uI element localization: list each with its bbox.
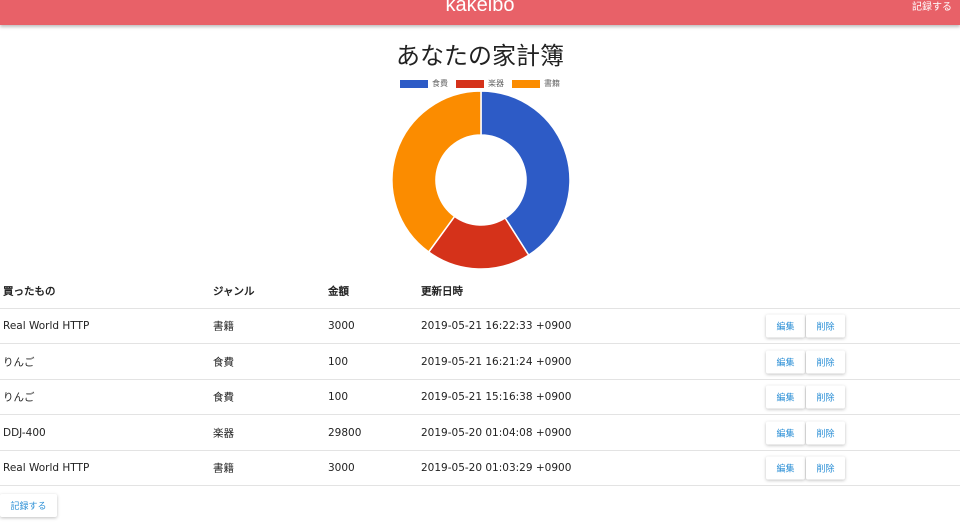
legend-swatch — [400, 79, 428, 88]
legend-item[interactable]: 書籍 — [512, 78, 560, 89]
item-cell: DDJ-400 — [3, 426, 46, 439]
delete-button[interactable]: 削除 — [806, 350, 845, 373]
donut-chart — [391, 90, 571, 270]
item-cell: Real World HTTP — [3, 320, 90, 332]
legend-label: 書籍 — [544, 79, 560, 88]
amount-cell: 3000 — [328, 462, 355, 474]
item-cell: Real World HTTP — [3, 462, 90, 474]
updated-cell: 2019-05-21 16:22:33 +0900 — [421, 320, 572, 332]
updated-cell: 2019-05-20 01:03:29 +0900 — [421, 462, 572, 474]
amount-cell: 100 — [328, 355, 349, 368]
page-title: あなたの家計簿 — [396, 42, 564, 70]
updated-cell: 2019-05-21 15:16:38 +0900 — [421, 391, 572, 403]
header-updated: 更新日時 — [421, 285, 463, 298]
table-header-row: 買ったもの ジャンル 金額 更新日時 — [0, 274, 960, 309]
delete-button[interactable]: 削除 — [806, 385, 845, 409]
updated-cell: 2019-05-20 01:04:08 +0900 — [421, 426, 572, 439]
edit-button[interactable]: 編集 — [766, 456, 805, 480]
legend-item[interactable]: 楽器 — [456, 78, 504, 89]
brand-logo[interactable]: kakeibo — [445, 0, 515, 16]
legend-swatch — [456, 79, 484, 88]
genre-cell: 書籍 — [213, 462, 234, 475]
edit-button[interactable]: 編集 — [766, 421, 805, 444]
legend-label: 食費 — [432, 79, 448, 88]
amount-cell: 3000 — [328, 320, 355, 332]
edit-button[interactable]: 編集 — [766, 385, 805, 409]
delete-button[interactable]: 削除 — [806, 314, 845, 338]
header-record-button[interactable]: 記録する — [912, 2, 952, 13]
donut-slice-食費[interactable] — [480, 90, 571, 257]
record-button[interactable]: 記録する — [0, 494, 57, 517]
delete-button[interactable]: 削除 — [806, 421, 845, 444]
item-cell: りんご — [3, 356, 35, 368]
table-row: Real World HTTP 書籍 3000 2019-05-21 16:22… — [0, 309, 960, 344]
table-row: りんご 食費 100 2019-05-21 16:21:24 +0900 編集 … — [0, 345, 960, 380]
delete-button[interactable]: 削除 — [806, 456, 845, 480]
genre-cell: 食費 — [213, 391, 234, 404]
amount-cell: 100 — [328, 391, 349, 403]
header-genre: ジャンル — [213, 285, 255, 298]
header-item: 買ったもの — [3, 285, 56, 298]
amount-cell: 29800 — [328, 426, 362, 439]
legend-item[interactable]: 食費 — [400, 78, 448, 89]
genre-cell: 書籍 — [213, 320, 234, 333]
table-row: Real World HTTP 書籍 3000 2019-05-20 01:03… — [0, 451, 960, 486]
updated-cell: 2019-05-21 16:21:24 +0900 — [421, 355, 572, 368]
item-cell: りんご — [3, 391, 35, 404]
legend-label: 楽器 — [488, 79, 504, 88]
edit-button[interactable]: 編集 — [766, 350, 805, 373]
chart-legend: 食費 楽器 書籍 — [0, 78, 960, 89]
genre-cell: 楽器 — [213, 427, 234, 439]
donut-slice-書籍[interactable] — [391, 90, 482, 254]
app-header: kakeibo 記録する — [0, 0, 960, 25]
table-row: DDJ-400 楽器 29800 2019-05-20 01:04:08 +09… — [0, 416, 960, 451]
table-row: りんご 食費 100 2019-05-21 15:16:38 +0900 編集 … — [0, 380, 960, 415]
edit-button[interactable]: 編集 — [766, 314, 805, 338]
header-amount: 金額 — [328, 285, 349, 298]
genre-cell: 食費 — [213, 356, 234, 368]
legend-swatch — [512, 79, 540, 88]
